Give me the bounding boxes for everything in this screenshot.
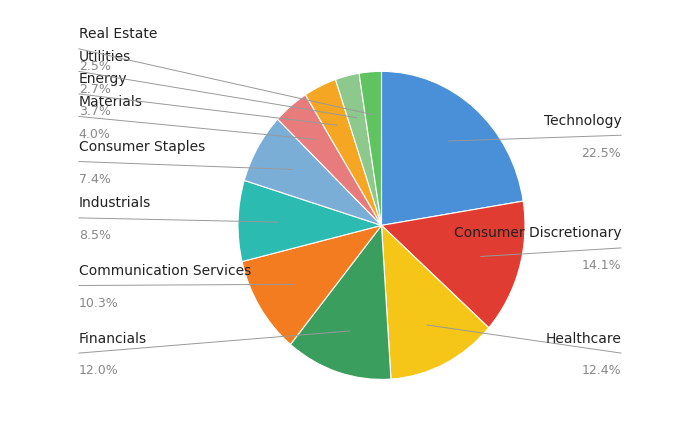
Text: 14.1%: 14.1%	[582, 259, 622, 272]
Wedge shape	[359, 71, 382, 226]
Wedge shape	[382, 226, 489, 379]
Text: 2.7%: 2.7%	[78, 83, 111, 95]
Wedge shape	[382, 71, 523, 226]
Text: Financials: Financials	[78, 332, 147, 346]
Wedge shape	[278, 95, 382, 226]
Text: 12.0%: 12.0%	[78, 364, 118, 378]
Text: Real Estate: Real Estate	[78, 27, 157, 41]
Text: 3.7%: 3.7%	[78, 105, 111, 118]
Text: 4.0%: 4.0%	[78, 128, 111, 141]
Text: 8.5%: 8.5%	[78, 229, 111, 242]
Text: Healthcare: Healthcare	[545, 332, 622, 346]
Wedge shape	[335, 73, 382, 226]
Text: Communication Services: Communication Services	[78, 264, 251, 278]
Text: Energy: Energy	[78, 73, 127, 86]
Text: 7.4%: 7.4%	[78, 173, 111, 186]
Text: Materials: Materials	[78, 95, 143, 109]
Wedge shape	[382, 201, 525, 328]
Wedge shape	[290, 226, 391, 379]
Text: Consumer Staples: Consumer Staples	[78, 140, 205, 154]
Wedge shape	[305, 79, 382, 226]
Text: Industrials: Industrials	[78, 197, 151, 210]
Wedge shape	[244, 119, 382, 226]
Text: 22.5%: 22.5%	[582, 146, 622, 159]
Text: 2.5%: 2.5%	[78, 60, 111, 73]
Text: 10.3%: 10.3%	[78, 297, 118, 310]
Wedge shape	[238, 181, 382, 261]
Text: Technology: Technology	[543, 114, 622, 128]
Wedge shape	[242, 226, 382, 344]
Text: 12.4%: 12.4%	[582, 364, 622, 378]
Text: Consumer Discretionary: Consumer Discretionary	[454, 226, 622, 241]
Text: Utilities: Utilities	[78, 50, 131, 64]
